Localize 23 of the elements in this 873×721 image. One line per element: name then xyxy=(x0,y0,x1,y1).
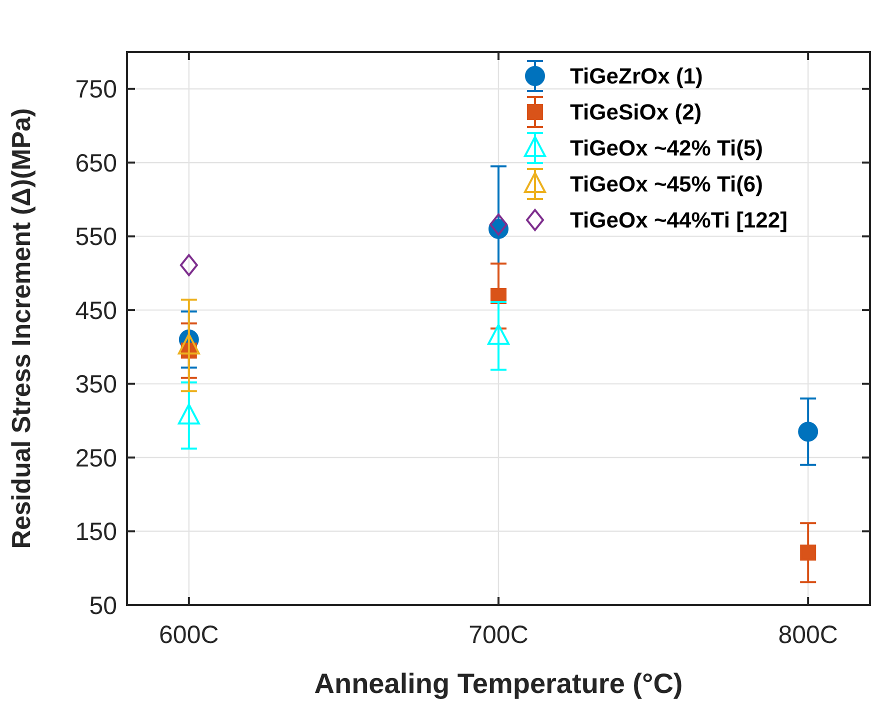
x-tick-label: 600C xyxy=(159,621,219,649)
y-tick-label: 750 xyxy=(75,76,117,104)
y-tick-label: 450 xyxy=(75,296,117,325)
y-tick-label: 50 xyxy=(89,592,117,620)
x-tick-label: 800C xyxy=(778,621,838,649)
y-axis-title: Residual Stress Increment (Δ)(MPa) xyxy=(6,108,36,549)
x-tick-label: 700C xyxy=(468,621,528,649)
point xyxy=(178,404,200,425)
point xyxy=(180,254,198,276)
y-tick-label: 550 xyxy=(75,223,117,252)
point xyxy=(800,544,816,561)
legend-label: TiGeOx ~42% Ti(5) xyxy=(570,136,763,161)
point xyxy=(490,214,508,236)
legend-label: TiGeOx ~44%Ti [122] xyxy=(570,208,788,233)
legend-label: TiGeOx ~45% Ti(6) xyxy=(570,172,763,197)
point xyxy=(798,422,818,442)
y-tick-label: 350 xyxy=(75,370,117,399)
y-tick-label: 650 xyxy=(75,149,117,178)
y-tick-label: 250 xyxy=(75,444,117,472)
y-tick-label: 150 xyxy=(75,518,117,546)
legend-label: TiGeZrOx (1) xyxy=(570,64,703,89)
x-axis-title: Annealing Temperature (°C) xyxy=(314,668,683,699)
legend-label: TiGeSiOx (2) xyxy=(570,100,702,125)
